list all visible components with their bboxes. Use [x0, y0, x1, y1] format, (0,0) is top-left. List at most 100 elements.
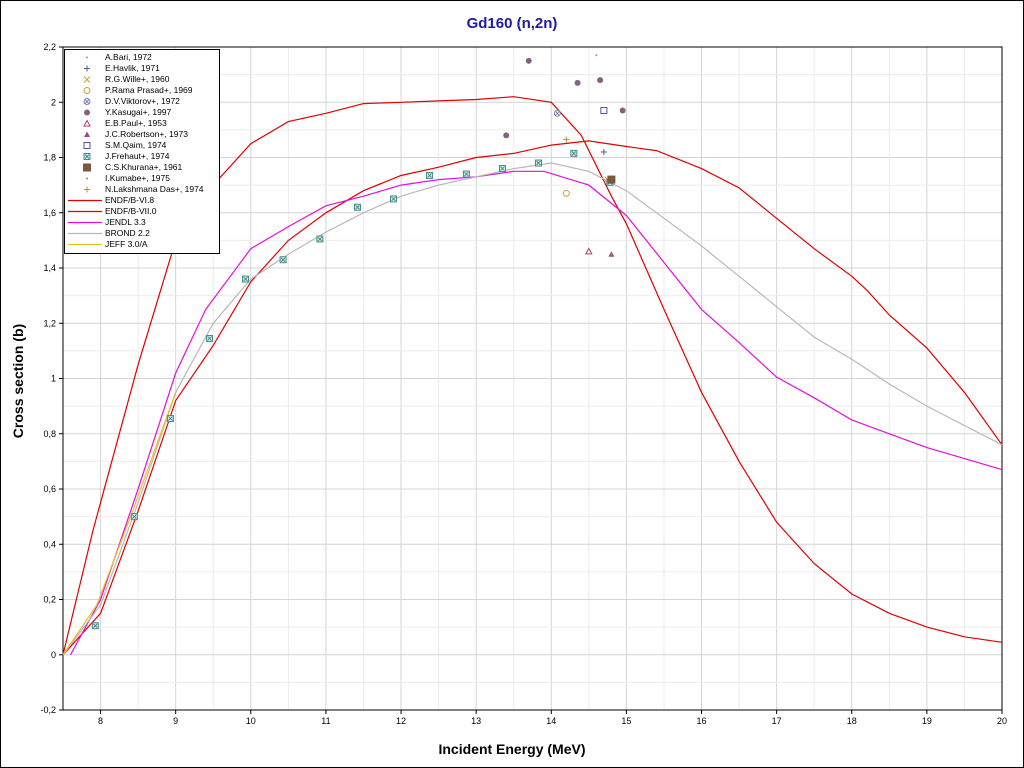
legend-line: [68, 232, 102, 235]
legend-item: D.V.Viktorov+, 1972: [65, 96, 219, 107]
legend-marker-shape: [86, 56, 88, 59]
x-tick-label: 20: [997, 716, 1007, 726]
data-point-j-frehaut-1974: [91, 622, 99, 630]
x-tick-label: 16: [697, 716, 707, 726]
data-point-c-s-khurana-1961: [607, 175, 616, 184]
y-tick-label: 2,2: [43, 42, 56, 52]
legend-item: N.Lakshmana Das+, 1974: [65, 184, 219, 195]
data-point-j-frehaut-1974: [242, 275, 250, 283]
data-point-y-kasugai-1997: [619, 107, 626, 114]
legend-item: C.S.Khurana+, 1961: [65, 162, 219, 173]
legend-marker: [83, 119, 91, 127]
legend-label: JEFF 3.0/A: [105, 239, 148, 249]
x-axis-label: Incident Energy (MeV): [438, 741, 586, 757]
legend-marker: [83, 87, 91, 94]
data-point-j-frehaut-1974: [462, 170, 470, 178]
data-point-j-frehaut-1974: [279, 256, 287, 264]
data-point-j-frehaut-1974: [205, 334, 213, 342]
legend-item: J.Frehaut+, 1974: [65, 151, 219, 162]
legend-marker-shape: [84, 186, 90, 193]
y-tick-label: 2: [51, 97, 56, 107]
legend-label: C.S.Khurana+, 1961: [105, 162, 183, 172]
data-point-p-rama-prasad-1969: [562, 189, 570, 197]
legend-marker: [83, 76, 91, 83]
legend-marker-shape: [84, 65, 90, 72]
data-point-a-bari-1972: [595, 54, 598, 57]
legend-marker-shape: [83, 87, 91, 94]
legend-item: J.C.Robertson+, 1973: [65, 129, 219, 140]
x-tick-label: 14: [546, 716, 556, 726]
legend-label: D.V.Viktorov+, 1972: [105, 96, 180, 106]
legend-marker: [84, 109, 90, 116]
data-point-y-kasugai-1997: [503, 132, 510, 139]
x-tick-label: 12: [396, 716, 406, 726]
legend-label: R.G.Wille+, 1960: [105, 74, 170, 84]
x-tick-label: 11: [321, 716, 330, 726]
legend-marker: [83, 142, 91, 149]
y-tick-label: 1: [51, 374, 56, 384]
x-tick-label: 13: [471, 716, 481, 726]
data-point-y-kasugai-1997: [597, 77, 604, 84]
legend: A.Bari, 1972 E.Havlik, 1971 R.G.Wille+, 19…: [64, 49, 220, 254]
legend-marker: [84, 186, 90, 193]
x-tick-label: 15: [621, 716, 631, 726]
data-point-j-frehaut-1974: [390, 195, 398, 203]
data-point-j-frehaut-1974: [426, 171, 434, 179]
legend-item: R.G.Wille+, 1960: [65, 74, 219, 85]
legend-marker: [83, 98, 91, 105]
data-point-n-lakshmana-das-1974: [563, 136, 570, 143]
legend-marker: [86, 177, 88, 180]
y-tick-label: 0,6: [43, 484, 56, 494]
legend-marker-shape: [83, 163, 91, 172]
x-tick-label: 19: [922, 716, 932, 726]
series-line-endf-b-vii-0: [62, 140, 1003, 656]
y-tick-label: 1,8: [43, 153, 56, 163]
x-tick-label: 17: [772, 716, 782, 726]
data-point-y-kasugai-1997: [525, 57, 532, 64]
legend-marker-shape: [83, 119, 91, 127]
legend-item: BROND 2.2: [65, 228, 219, 239]
legend-item: JEFF 3.0/A: [65, 239, 219, 250]
legend-label: J.Frehaut+, 1974: [105, 151, 170, 161]
data-point-j-frehaut-1974: [353, 203, 361, 211]
experiment-points: [91, 54, 626, 630]
legend-label: J.C.Robertson+, 1973: [105, 129, 188, 139]
data-point-j-frehaut-1974: [130, 513, 138, 521]
y-tick-label: -0,2: [40, 705, 56, 715]
legend-line: [68, 221, 102, 224]
data-point-y-kasugai-1997: [574, 79, 581, 86]
legend-item: S.M.Qaim, 1974: [65, 140, 219, 151]
legend-label: N.Lakshmana Das+, 1974: [105, 184, 204, 194]
y-tick-label: 0,4: [43, 539, 56, 549]
legend-label: BROND 2.2: [105, 228, 150, 238]
data-point-j-frehaut-1974: [498, 165, 506, 173]
legend-item: ENDF/B-VI.8: [65, 195, 219, 206]
legend-marker: [84, 131, 90, 137]
data-point-j-frehaut-1974: [535, 159, 543, 167]
legend-line: [68, 199, 102, 202]
legend-line: [68, 210, 102, 213]
legend-label: P.Rama Prasad+, 1969: [105, 85, 193, 95]
y-tick-label: 1,2: [43, 318, 56, 328]
y-tick-label: 0: [51, 650, 56, 660]
legend-marker-shape: [83, 153, 91, 160]
legend-marker-shape: [83, 98, 91, 105]
legend-label: ENDF/B-VI.8: [105, 195, 155, 205]
x-tick-label: 9: [173, 716, 178, 726]
data-point-s-m-qaim-1974: [600, 107, 608, 115]
legend-item: ENDF/B-VII.0: [65, 206, 219, 217]
data-point-j-frehaut-1974: [316, 235, 324, 243]
x-tick-label: 10: [246, 716, 256, 726]
legend-label: I.Kumabe+, 1975: [105, 173, 170, 183]
legend-item: I.Kumabe+, 1975: [65, 173, 219, 184]
legend-marker-shape: [83, 142, 91, 149]
legend-line: [68, 243, 102, 246]
data-point-e-havlik-1971: [600, 148, 607, 155]
data-point-e-b-paul-1953: [584, 247, 593, 255]
x-tick-label: 8: [98, 716, 103, 726]
evaluation-curves: [62, 96, 1003, 656]
legend-marker: [83, 163, 91, 172]
legend-label: S.M.Qaim, 1974: [105, 140, 167, 150]
legend-marker-shape: [86, 177, 88, 180]
legend-marker-shape: [83, 76, 91, 83]
